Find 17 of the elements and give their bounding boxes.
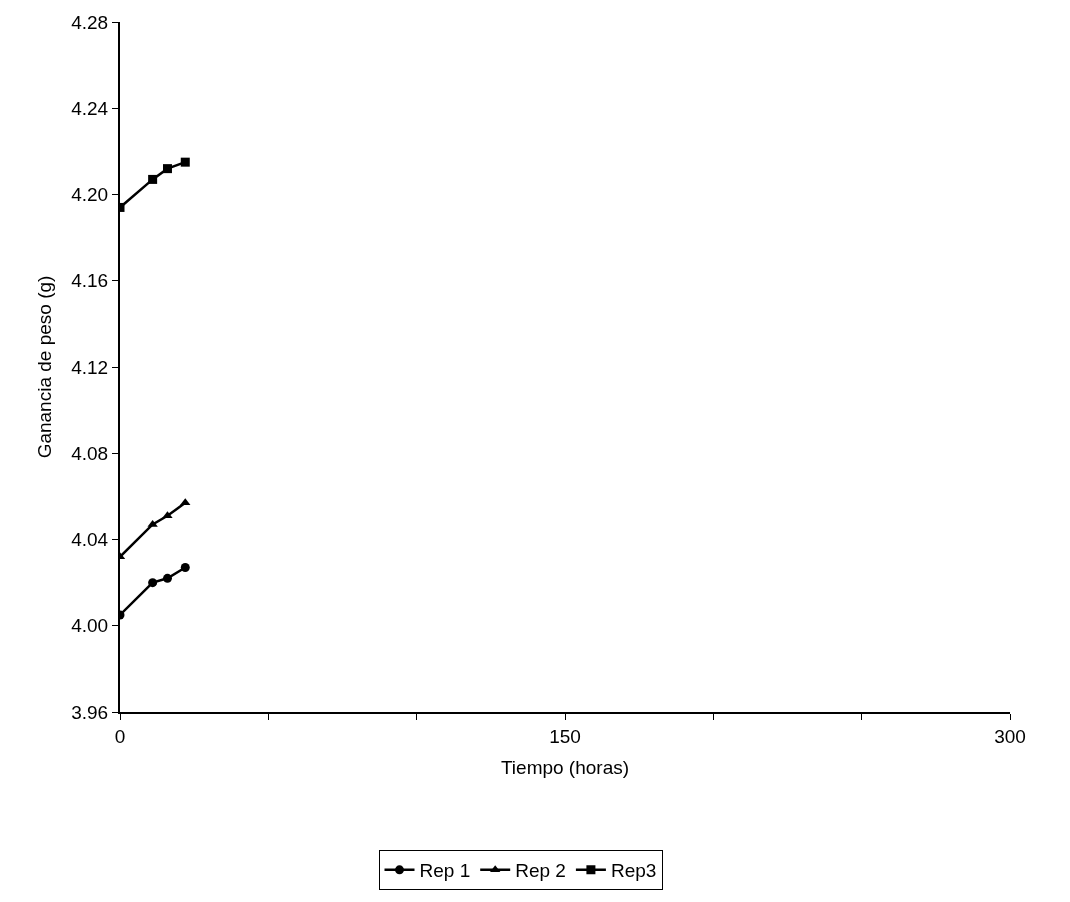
y-tick-label: 3.96 bbox=[71, 701, 109, 723]
legend-label: Rep3 bbox=[610, 860, 657, 882]
y-tick-label: 4.00 bbox=[71, 615, 109, 637]
y-tick-label: 4.04 bbox=[71, 529, 109, 551]
x-axis-title: Tiempo (horas) bbox=[500, 757, 630, 779]
legend-label: Rep 1 bbox=[419, 860, 471, 882]
legend-label: Rep 2 bbox=[515, 860, 566, 882]
y-tick-label: 4.28 bbox=[71, 11, 109, 33]
x-tick-label: 300 bbox=[994, 725, 1026, 747]
y-tick-label: 4.12 bbox=[71, 356, 109, 378]
y-tick-label: 4.08 bbox=[71, 442, 109, 464]
x-tick-label: 0 bbox=[114, 725, 126, 747]
y-tick-label: 4.20 bbox=[71, 184, 109, 206]
y-axis-title: Ganancia de peso (g) bbox=[33, 275, 55, 459]
x-tick-label: 150 bbox=[549, 725, 581, 747]
y-tick-label: 4.24 bbox=[71, 97, 109, 119]
y-tick-label: 4.16 bbox=[71, 270, 109, 292]
